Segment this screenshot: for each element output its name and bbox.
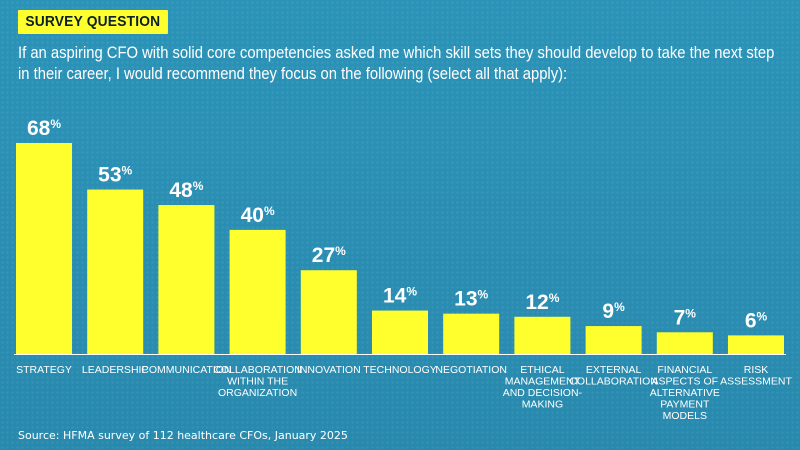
bar — [87, 189, 144, 354]
category-label: INNOVATION — [297, 364, 361, 376]
data-label: 13% — [454, 288, 488, 311]
survey-question-tag: SURVEY QUESTION — [18, 10, 168, 34]
data-label: 68% — [27, 117, 61, 140]
question-line-1: If an aspiring CFO with solid core compe… — [18, 43, 775, 62]
category-label: EXTERNAL COLLABORATION — [569, 364, 658, 388]
bar — [372, 310, 428, 354]
survey-question-text: If an aspiring CFO with solid core compe… — [18, 42, 775, 84]
category-label: COLLABORATION WITHIN THE ORGANIZATION — [213, 364, 302, 399]
bar — [656, 332, 713, 354]
bar — [585, 326, 642, 354]
bar — [300, 270, 357, 354]
data-label: 27% — [312, 244, 346, 267]
bar — [229, 229, 286, 354]
bar — [443, 313, 500, 354]
category-label: TECHNOLOGY — [363, 364, 437, 376]
question-line-2: in their career, I would recommend they … — [18, 64, 568, 83]
bar — [514, 316, 571, 354]
category-label: ETHICAL MANAGEMENT AND DECISION-MAKING — [503, 364, 583, 411]
data-label: 14% — [383, 285, 417, 308]
data-label: 6% — [745, 309, 768, 332]
category-label: FINANCIAL ASPECTS OF ALTERNATIVE PAYMENT MOD… — [650, 364, 720, 422]
bar — [158, 205, 215, 354]
data-label: 53% — [98, 164, 132, 187]
category-label: STRATEGY — [16, 364, 72, 376]
data-label: 7% — [674, 306, 697, 329]
category-label: COMMUNICATION — [141, 364, 231, 376]
data-label: 40% — [241, 204, 275, 227]
data-label: 12% — [525, 291, 559, 314]
bar — [728, 335, 784, 354]
data-label: 9% — [602, 300, 625, 323]
bar — [16, 143, 72, 354]
category-label: NEGOTIATION — [435, 364, 507, 376]
source-note: Source: HFMA survey of 112 healthcare CF… — [18, 429, 348, 442]
data-label: 48% — [169, 179, 203, 202]
category-label: LEADERSHIP — [82, 364, 149, 376]
category-label: RISK ASSESSMENT — [720, 364, 792, 388]
